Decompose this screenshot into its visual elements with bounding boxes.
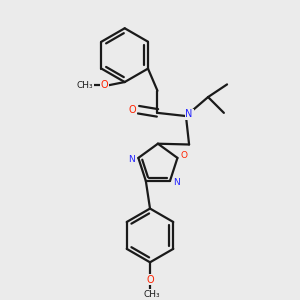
Text: CH₃: CH₃ bbox=[77, 81, 94, 90]
Text: O: O bbox=[181, 151, 188, 160]
Text: O: O bbox=[146, 275, 154, 285]
Text: O: O bbox=[128, 105, 136, 115]
Text: N: N bbox=[128, 155, 135, 164]
Text: N: N bbox=[174, 178, 180, 187]
Text: O: O bbox=[100, 80, 108, 90]
Text: N: N bbox=[185, 110, 193, 119]
Text: CH₃: CH₃ bbox=[143, 290, 160, 299]
